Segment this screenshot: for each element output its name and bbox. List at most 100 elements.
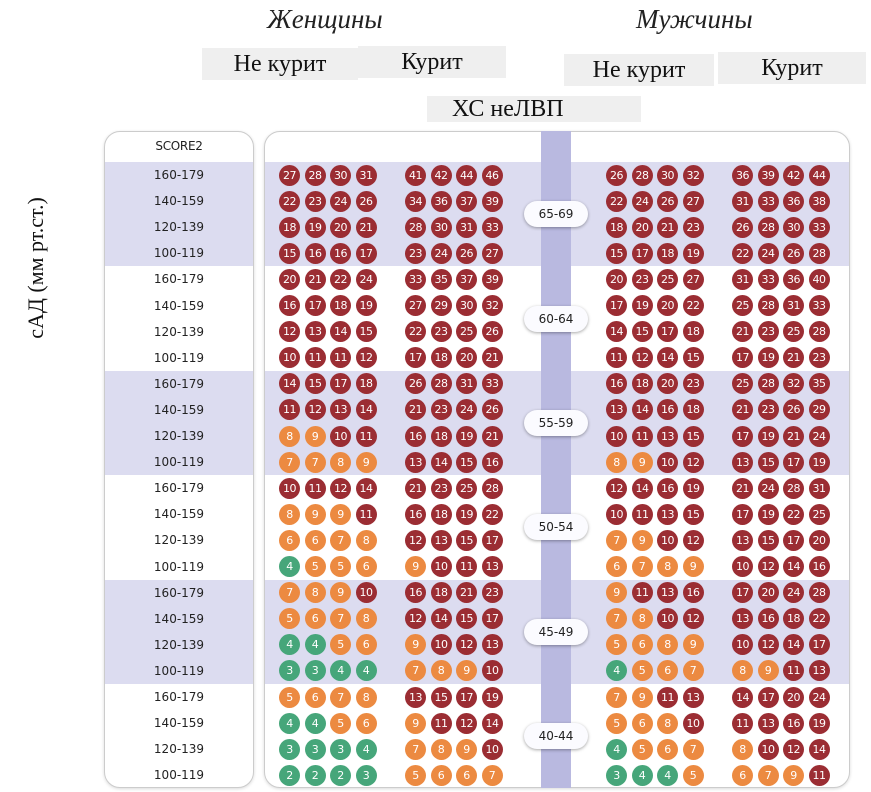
cholesterol-title: ХС неЛВП	[427, 96, 641, 122]
risk-cell: 23	[430, 477, 452, 499]
risk-cell: 31	[783, 295, 804, 316]
women-smoker-label: Курит	[358, 46, 506, 78]
age-group-label: 55-59	[524, 409, 588, 436]
risk-cell: 6	[304, 686, 326, 708]
risk-cell: 7	[682, 660, 704, 682]
risk-cell: 8	[657, 556, 678, 577]
risk-cell: 15	[682, 503, 704, 525]
risk-cell: 11	[330, 347, 351, 369]
risk-cell: 28	[430, 373, 452, 395]
risk-cell: 18	[682, 399, 704, 421]
risk-cell: 14	[279, 373, 300, 395]
risk-cell: 4	[279, 634, 300, 656]
risk-cell: 23	[757, 399, 779, 421]
sbp-row-label: 160-179	[153, 585, 205, 600]
risk-cell: 23	[682, 373, 704, 395]
risk-cell: 21	[355, 216, 377, 238]
risk-cell: 18	[355, 373, 377, 395]
risk-cell: 14	[732, 686, 753, 708]
risk-cell: 8	[330, 451, 351, 473]
age-group-label: 65-69	[524, 201, 588, 228]
sbp-row-label: 100-119	[153, 663, 205, 678]
risk-cell: 27	[405, 295, 426, 316]
risk-cell: 26	[355, 190, 377, 212]
sbp-row-label: 100-119	[153, 768, 205, 783]
risk-cell: 21	[732, 399, 753, 421]
risk-cell: 13	[405, 451, 426, 473]
risk-cell: 5	[606, 712, 627, 734]
risk-cell: 28	[481, 477, 503, 499]
risk-cell: 28	[757, 373, 779, 395]
risk-cell: 10	[481, 660, 503, 682]
risk-cell: 32	[481, 295, 503, 316]
risk-cell: 11	[808, 764, 830, 786]
risk-cell: 13	[657, 503, 678, 525]
risk-cell: 6	[304, 529, 326, 551]
risk-cell: 23	[682, 216, 704, 238]
risk-cell: 3	[279, 660, 300, 682]
risk-cell: 6	[631, 634, 653, 656]
risk-cell: 12	[330, 477, 351, 499]
risk-cell: 24	[631, 190, 653, 212]
risk-cell: 40	[808, 268, 830, 290]
risk-cell: 8	[657, 712, 678, 734]
risk-cell: 27	[481, 242, 503, 264]
sbp-row-label: 160-179	[153, 376, 205, 391]
risk-cell: 22	[732, 242, 753, 264]
sbp-row-label: 100-119	[153, 350, 205, 365]
risk-cell: 6	[456, 764, 477, 786]
risk-cell: 21	[657, 216, 678, 238]
risk-cell: 37	[456, 190, 477, 212]
risk-cell: 17	[732, 425, 753, 447]
risk-cell: 18	[430, 347, 452, 369]
risk-cell: 27	[682, 268, 704, 290]
risk-cell: 17	[456, 686, 477, 708]
risk-cell: 15	[456, 608, 477, 630]
risk-cell: 12	[682, 529, 704, 551]
risk-cell: 5	[330, 712, 351, 734]
risk-cell: 17	[783, 451, 804, 473]
risk-cell: 10	[657, 608, 678, 630]
risk-cell: 19	[481, 686, 503, 708]
risk-cell: 12	[682, 608, 704, 630]
risk-cell: 14	[355, 477, 377, 499]
risk-cell: 8	[304, 582, 326, 604]
risk-cell: 9	[456, 738, 477, 760]
risk-cell: 10	[279, 477, 300, 499]
risk-cell: 16	[682, 582, 704, 604]
risk-cell: 7	[682, 738, 704, 760]
risk-cell: 33	[757, 190, 779, 212]
risk-cell: 26	[606, 164, 627, 186]
risk-cell: 20	[279, 268, 300, 290]
risk-cell: 16	[606, 373, 627, 395]
risk-cell: 18	[657, 242, 678, 264]
men-title: Мужчины	[636, 4, 753, 34]
sbp-row-label: 160-179	[153, 272, 205, 287]
risk-cell: 11	[631, 582, 653, 604]
risk-cell: 41	[405, 164, 426, 186]
risk-cell: 17	[732, 347, 753, 369]
risk-cell: 18	[279, 216, 300, 238]
risk-cell: 22	[606, 190, 627, 212]
risk-cell: 18	[783, 608, 804, 630]
risk-cell: 39	[481, 268, 503, 290]
risk-cell: 6	[657, 660, 678, 682]
risk-cell: 24	[757, 477, 779, 499]
risk-cell: 9	[355, 451, 377, 473]
men-non-smoker-label: Не курит	[564, 54, 714, 86]
risk-cell: 21	[405, 477, 426, 499]
risk-cell: 37	[456, 268, 477, 290]
risk-cell: 12	[757, 556, 779, 577]
risk-cell: 2	[330, 764, 351, 786]
risk-cell: 20	[631, 216, 653, 238]
sbp-row-label: 120-139	[153, 637, 205, 652]
risk-cell: 23	[405, 242, 426, 264]
risk-cell: 31	[732, 268, 753, 290]
risk-cell: 25	[456, 321, 477, 343]
risk-cell: 28	[757, 295, 779, 316]
risk-cell: 8	[355, 529, 377, 551]
risk-cell: 4	[631, 764, 653, 786]
risk-cell: 10	[430, 634, 452, 656]
risk-cell: 8	[430, 738, 452, 760]
risk-cell: 21	[783, 347, 804, 369]
